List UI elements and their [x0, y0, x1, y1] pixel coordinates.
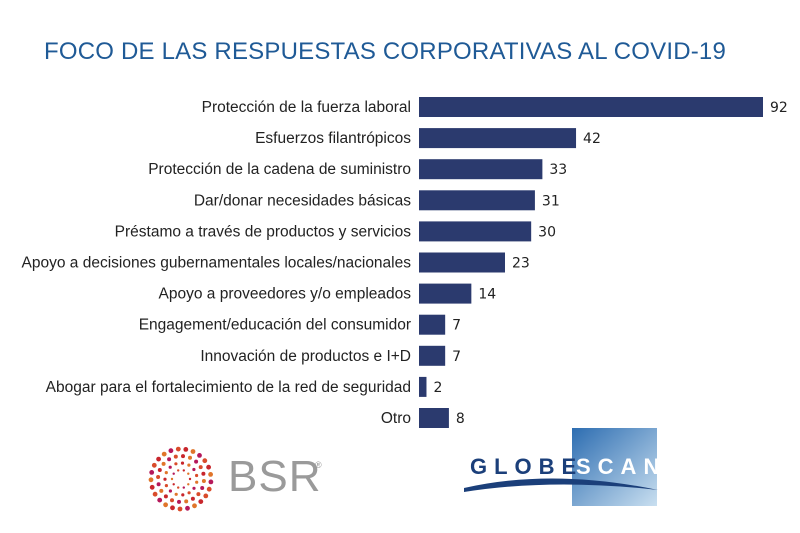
bsr-starburst-icon: [148, 446, 214, 512]
value-label: 30: [538, 224, 556, 240]
value-label: 7: [452, 318, 461, 334]
category-label: Protección de la fuerza laboral: [202, 99, 411, 116]
category-label: Innovación de productos e I+D: [200, 348, 411, 365]
bar: [419, 376, 427, 397]
bar: [419, 283, 472, 304]
bar: [419, 128, 577, 149]
globescan-swoosh: [464, 478, 658, 492]
value-label: 2: [433, 380, 442, 396]
category-label: Protección de la cadena de suministro: [148, 161, 411, 178]
value-label: 8: [456, 411, 465, 427]
category-label: Otro: [381, 410, 411, 427]
value-label: 33: [549, 162, 567, 178]
bar: [419, 97, 763, 117]
bar: [419, 345, 446, 366]
value-label: 14: [478, 287, 496, 303]
chart-title: FOCO DE LAS RESPUESTAS CORPORATIVAS AL C…: [44, 38, 727, 65]
bar: [419, 252, 505, 273]
globescan-left-text: GLOBE: [470, 454, 583, 479]
bars-layer: Protección de la fuerza laboral 92 Esfuerz…: [22, 97, 788, 428]
category-label: Esfuerzos filantrópicos: [255, 130, 411, 147]
bsr-logo-text: BSR: [228, 452, 322, 501]
bar: [419, 159, 543, 180]
bar-chart: Protección de la fuerza laboral 92 Esfuerz…: [22, 97, 788, 428]
value-label: 23: [512, 256, 530, 272]
bar: [419, 314, 446, 335]
category-label: Apoyo a proveedores y/o empleados: [159, 286, 412, 303]
bsr-logo: BSR ®: [148, 446, 328, 512]
category-label: Abogar para el fortalecimiento de la red…: [46, 379, 411, 396]
value-label: 42: [583, 131, 601, 147]
category-label: Dar/donar necesidades básicas: [194, 192, 411, 209]
globescan-logo: GLOBE SCAN: [462, 428, 662, 508]
bar: [419, 408, 449, 428]
category-label: Engagement/educación del consumidor: [139, 317, 411, 334]
value-label: 7: [452, 349, 461, 365]
globescan-right-text: SCAN: [576, 454, 662, 479]
value-label: 31: [542, 193, 560, 209]
bar: [419, 190, 535, 211]
category-label: Apoyo a decisiones gubernamentales local…: [22, 255, 412, 272]
value-label: 92: [770, 100, 788, 116]
bsr-registered-mark: ®: [315, 460, 322, 470]
bar: [419, 221, 532, 242]
category-label: Préstamo a través de productos y servici…: [115, 223, 412, 240]
